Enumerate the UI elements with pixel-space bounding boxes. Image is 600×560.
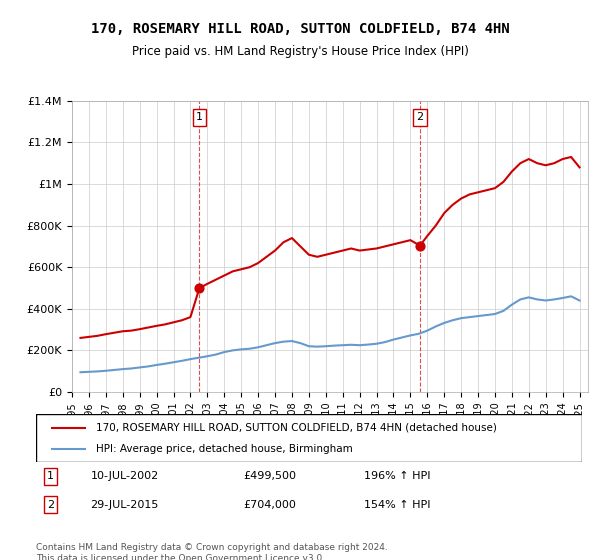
- Text: 154% ↑ HPI: 154% ↑ HPI: [364, 500, 430, 510]
- Text: 1: 1: [196, 113, 203, 123]
- Text: 196% ↑ HPI: 196% ↑ HPI: [364, 472, 430, 482]
- Text: 1: 1: [47, 472, 54, 482]
- Text: Contains HM Land Registry data © Crown copyright and database right 2024.
This d: Contains HM Land Registry data © Crown c…: [36, 543, 388, 560]
- Text: £499,500: £499,500: [244, 472, 296, 482]
- Text: 170, ROSEMARY HILL ROAD, SUTTON COLDFIELD, B74 4HN: 170, ROSEMARY HILL ROAD, SUTTON COLDFIEL…: [91, 22, 509, 36]
- Text: HPI: Average price, detached house, Birmingham: HPI: Average price, detached house, Birm…: [96, 444, 353, 454]
- Text: 2: 2: [47, 500, 54, 510]
- Text: £704,000: £704,000: [244, 500, 296, 510]
- Text: 2: 2: [416, 113, 424, 123]
- Text: Price paid vs. HM Land Registry's House Price Index (HPI): Price paid vs. HM Land Registry's House …: [131, 45, 469, 58]
- Text: 170, ROSEMARY HILL ROAD, SUTTON COLDFIELD, B74 4HN (detached house): 170, ROSEMARY HILL ROAD, SUTTON COLDFIEL…: [96, 423, 497, 433]
- FancyBboxPatch shape: [36, 414, 582, 462]
- Point: [415, 241, 425, 250]
- Point: [194, 283, 204, 292]
- Text: 10-JUL-2002: 10-JUL-2002: [91, 472, 159, 482]
- Text: 29-JUL-2015: 29-JUL-2015: [91, 500, 159, 510]
